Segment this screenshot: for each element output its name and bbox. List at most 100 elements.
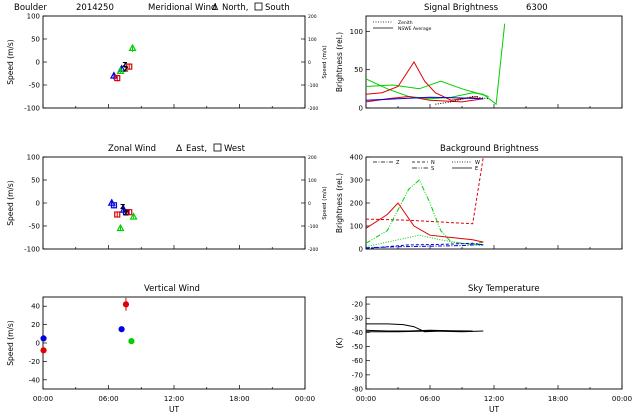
b-ytick-label: 100 — [350, 223, 363, 231]
background-axis: 400 300 200 100 0 — [350, 154, 623, 254]
x-tick-label: 12:00 — [164, 395, 184, 403]
legend-w-label: W — [475, 160, 480, 166]
vertical-axis: 40 20 0 -20 -40 — [29, 303, 306, 389]
b-series-line — [365, 156, 484, 225]
sky-frame — [365, 296, 623, 390]
panel-meridional: 100 50 0 -50 -100 200 100 0 -100 -200 ZZ Speed (m… — [6, 13, 328, 113]
m-rtick-label: 200 — [308, 14, 317, 20]
x-tick-label: 06:00 — [98, 395, 118, 403]
east-triangle-icon: Δ — [176, 144, 183, 154]
s-ytick-label: 0 — [359, 105, 363, 113]
m-point-triangle — [128, 43, 137, 52]
meridional-legend-south: South — [265, 3, 290, 13]
zonal-legend-west: West — [224, 144, 246, 154]
z-point-square — [110, 202, 118, 209]
z-ytick-label: 100 — [27, 154, 40, 162]
west-square-icon — [213, 143, 222, 152]
x-axis-label-left: UT — [169, 405, 179, 414]
v-point-dot — [40, 347, 47, 354]
panel-signal: 100 50 0 Brightness (rel.) Zenith NSWE Ave… — [335, 15, 623, 113]
m-ytick-label: 0 — [36, 59, 40, 67]
legend-s-label: S — [431, 166, 434, 172]
signal-wavelength: 6300 — [526, 3, 548, 13]
m-point-letter: Z — [123, 65, 128, 73]
z-point-square — [126, 209, 133, 216]
m-point-letter: Z — [122, 61, 127, 69]
m-point-triangle — [116, 66, 125, 75]
meridional-legend-north: North, — [222, 3, 248, 13]
m-point-square — [114, 74, 121, 82]
k-series-line — [366, 330, 484, 333]
legend-zenith-label: Zenith — [398, 20, 413, 26]
station-label: Boulder — [14, 3, 47, 13]
zonal-title: Zonal Wind — [108, 144, 156, 154]
meridional-ylabel: Speed (m/s) — [6, 39, 15, 85]
k-ytick-label: -20 — [352, 301, 363, 309]
b-series-line — [365, 243, 484, 249]
x-tick-label: 06:00 — [420, 395, 440, 403]
x-tick-label: 18:00 — [548, 395, 568, 403]
b-series-line — [365, 202, 484, 243]
panel-sky: -20 -30 -40 -50 -60 -70 -80 (K) — [335, 296, 623, 394]
zonal-ylabel: Speed (m/s) — [6, 180, 15, 226]
v-ytick-label: 0 — [36, 340, 40, 348]
v-ytick-label: -40 — [29, 376, 40, 384]
background-frame — [365, 156, 623, 250]
x-tick-label: 00:00 — [33, 395, 53, 403]
k-ytick-label: -30 — [352, 315, 363, 323]
k-ytick-label: -50 — [352, 343, 363, 351]
background-ylabel: Brightness (rel.) — [335, 173, 344, 233]
m-rtick-label: 0 — [308, 60, 311, 66]
z-ytick-label: -50 — [29, 223, 40, 231]
vertical-title: Vertical Wind — [144, 284, 200, 294]
legend-e-label: E — [475, 166, 478, 172]
vertical-points — [40, 297, 135, 354]
b-ytick-label: 200 — [350, 200, 363, 208]
z-point-triangle — [129, 212, 138, 220]
meridional-ylabel-right: Speed (m/s) — [322, 45, 328, 78]
z-ytick-label: -100 — [24, 246, 40, 254]
x-tick-label: 12:00 — [484, 395, 504, 403]
meridional-frame — [42, 15, 306, 109]
k-ytick-label: -70 — [352, 371, 363, 379]
north-triangle-icon: Δ — [212, 3, 219, 13]
z-point-square — [114, 211, 121, 218]
zonal-points: ZZ — [107, 198, 138, 232]
v-point-dot — [118, 326, 125, 333]
b-ytick-label: 0 — [359, 246, 363, 254]
s-series-line — [365, 61, 479, 101]
z-rtick-label: 0 — [308, 201, 311, 207]
legend-n-label: N — [431, 160, 435, 166]
v-point-dot — [40, 335, 47, 342]
b-ytick-label: 400 — [350, 154, 363, 162]
south-square-icon — [254, 2, 263, 11]
background-lines — [365, 156, 484, 249]
meridional-points: ZZ — [109, 43, 137, 82]
z-rtick-label: 100 — [308, 178, 317, 184]
x-axis-label-right: UT — [489, 405, 499, 414]
sky-ylabel: (K) — [335, 338, 344, 349]
b-ytick-label: 300 — [350, 177, 363, 185]
s-series-line — [365, 80, 489, 97]
v-point-dot — [128, 338, 135, 345]
x-axis-ticks: 00:00 06:00 12:00 18:00 00:00 00:00 06:00 12:00… — [33, 395, 632, 403]
meridional-title: Meridional Wind — [148, 3, 216, 13]
signal-title: Signal Brightness — [424, 3, 499, 13]
m-rtick-label: -100 — [308, 83, 318, 89]
panel-zonal: 100 50 0 -50 -100 200 100 0 -100 -200 ZZ Speed (m… — [6, 154, 328, 254]
s-series-line — [365, 96, 484, 101]
z-point-triangle — [116, 223, 125, 232]
background-legend: Z N S W E — [373, 160, 480, 172]
x-tick-label: 00:00 — [356, 395, 376, 403]
z-rtick-label: -100 — [308, 224, 318, 230]
signal-lines — [365, 23, 506, 106]
v-point-dot — [122, 301, 130, 308]
k-series-line — [365, 329, 473, 332]
background-title: Background Brightness — [440, 144, 539, 154]
legend-average-label: NSWE Average — [398, 26, 432, 32]
m-ytick-label: -100 — [24, 105, 40, 113]
sky-lines — [365, 323, 484, 333]
s-series-line — [435, 95, 489, 105]
z-rtick-label: -200 — [308, 247, 318, 253]
